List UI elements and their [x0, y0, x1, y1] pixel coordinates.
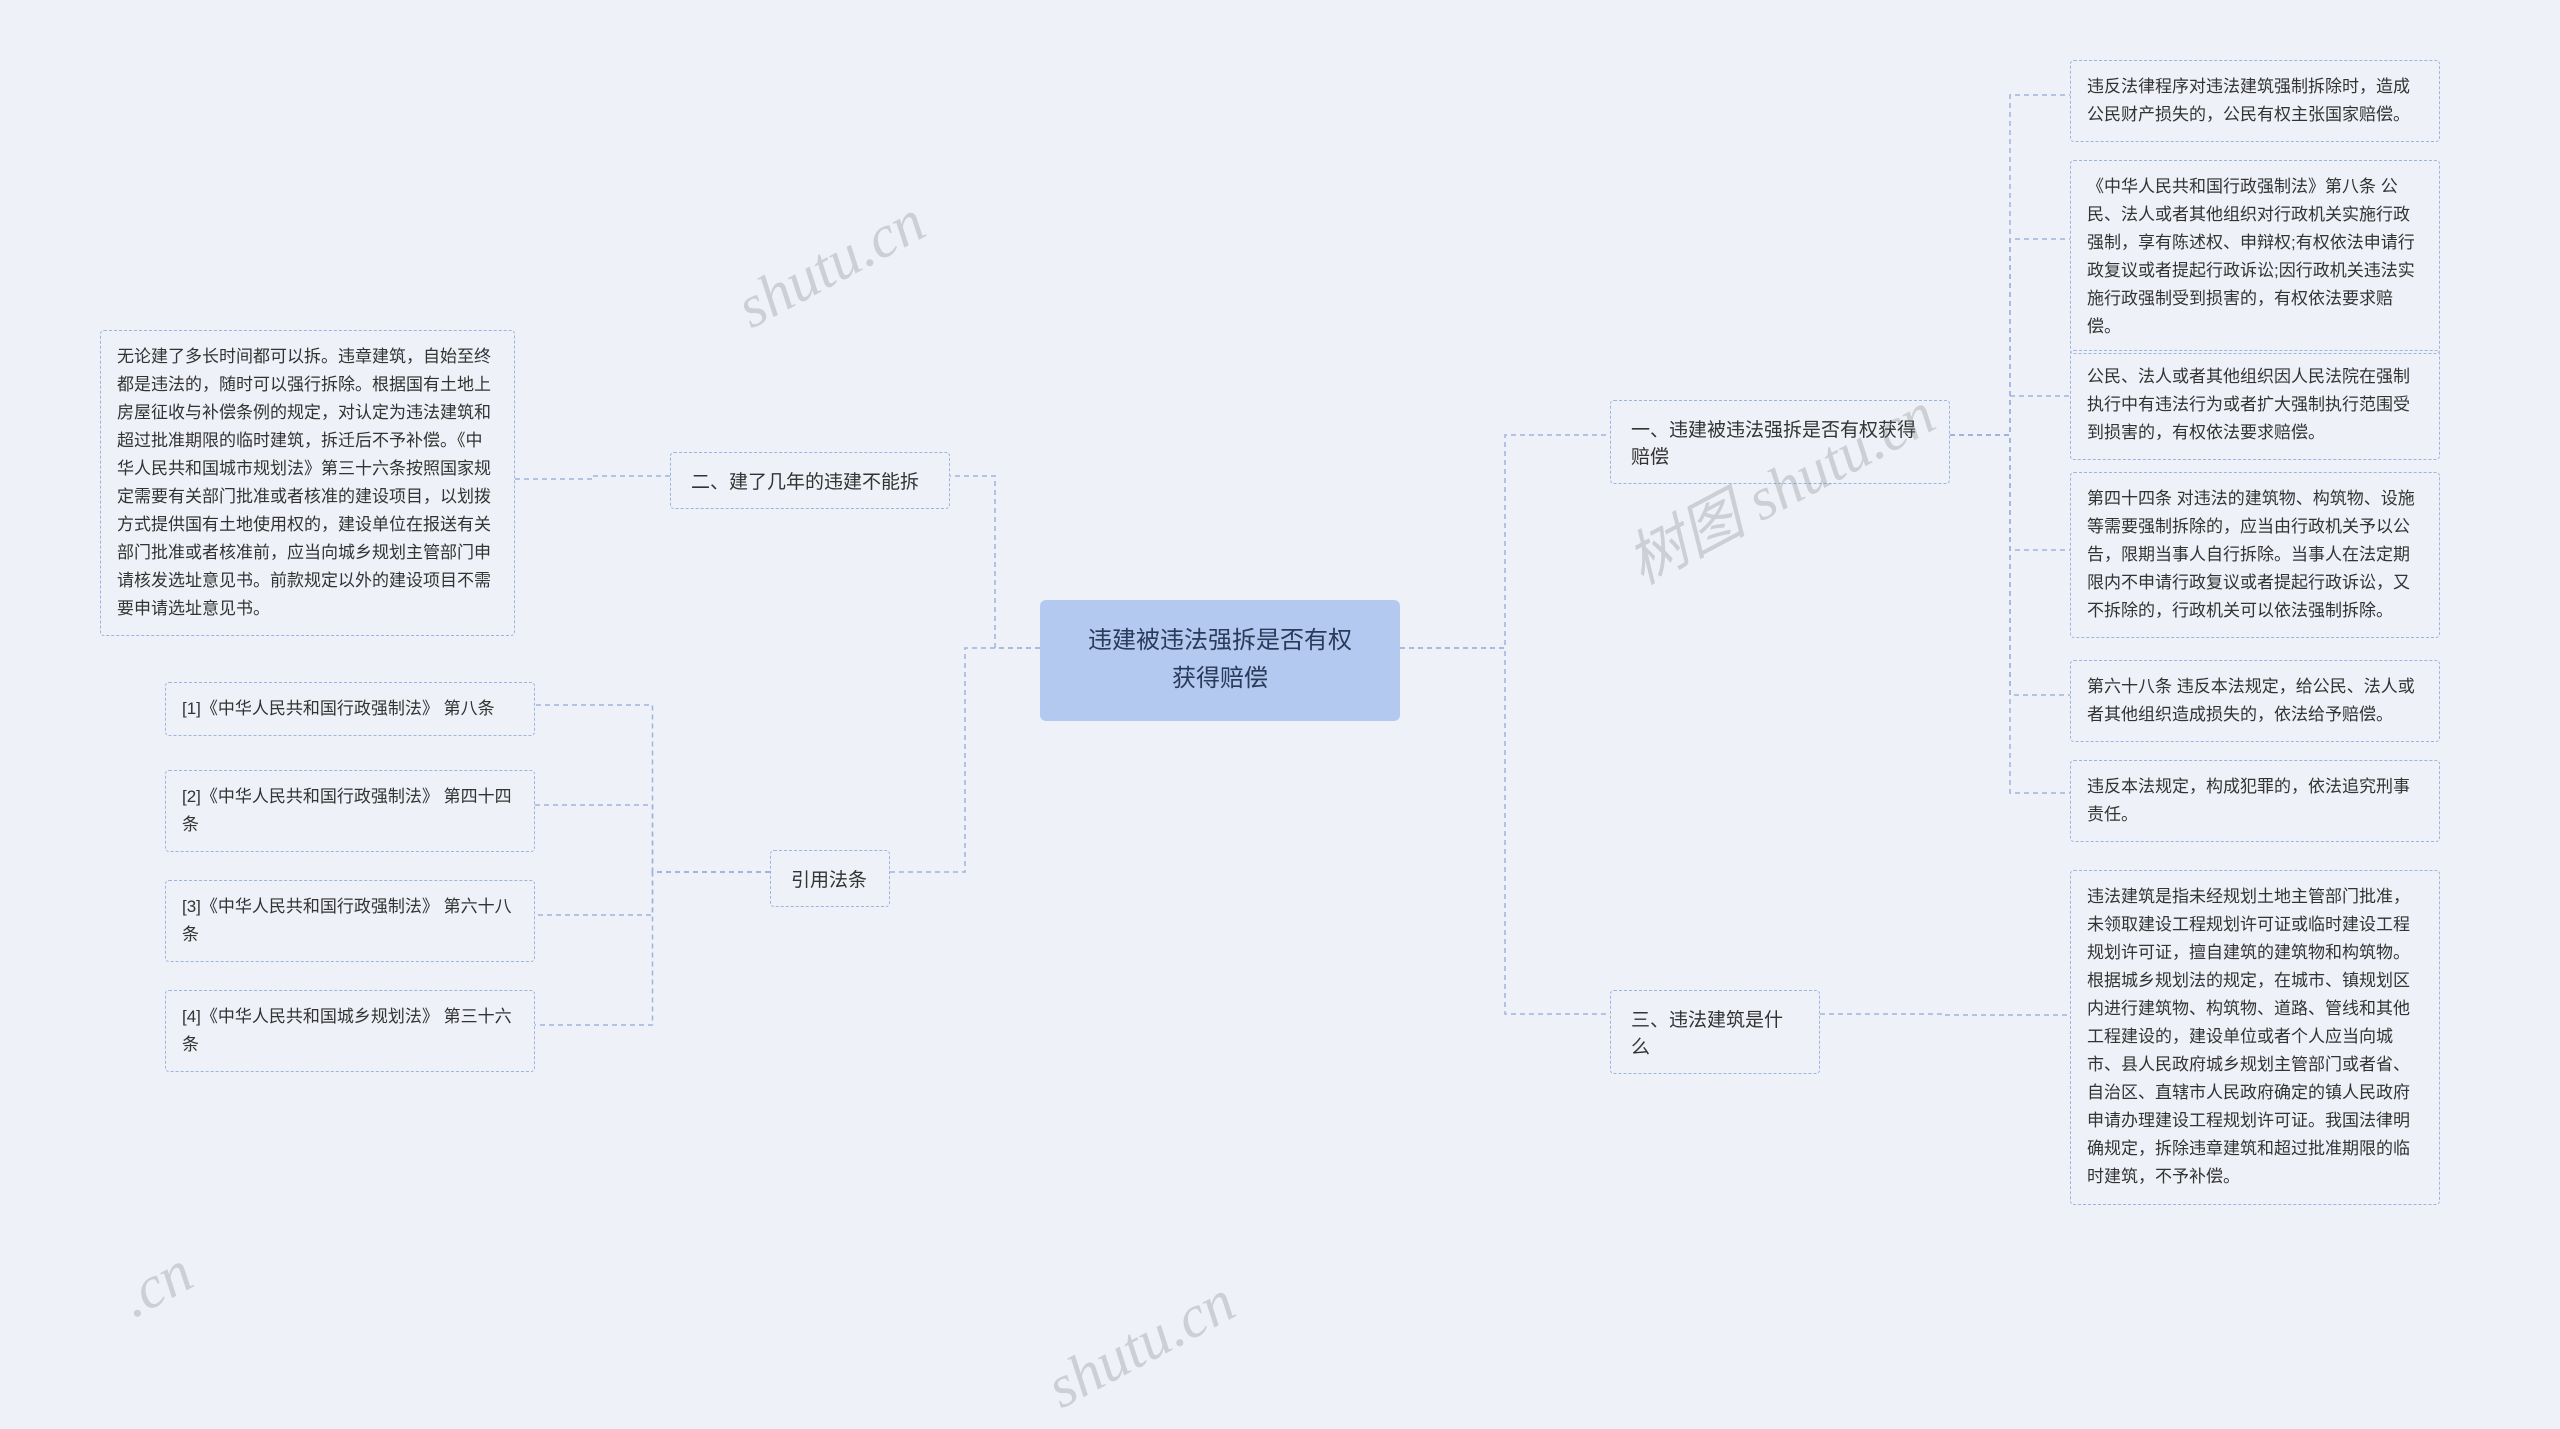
leaf-l2-1: [2]《中华人民共和国行政强制法》 第四十四条 [165, 770, 535, 852]
leaf-l2-2: [3]《中华人民共和国行政强制法》 第六十八条 [165, 880, 535, 962]
leaf-r2-0: 违法建筑是指未经规划土地主管部门批准，未领取建设工程规划许可证或临时建设工程规划… [2070, 870, 2440, 1205]
leaf-r1-5: 违反本法规定，构成犯罪的，依法追究刑事责任。 [2070, 760, 2440, 842]
watermark: .cn [108, 1237, 204, 1332]
branch-l1: 二、建了几年的违建不能拆 [670, 452, 950, 509]
leaf-l1-0: 无论建了多长时间都可以拆。违章建筑，自始至终都是违法的，随时可以强行拆除。根据国… [100, 330, 515, 636]
leaf-r1-0: 违反法律程序对违法建筑强制拆除时，造成公民财产损失的，公民有权主张国家赔偿。 [2070, 60, 2440, 142]
watermark: shutu.cn [1036, 1267, 1246, 1423]
leaf-l2-3: [4]《中华人民共和国城乡规划法》 第三十六条 [165, 990, 535, 1072]
leaf-r1-3: 第四十四条 对违法的建筑物、构筑物、设施等需要强制拆除的，应当由行政机关予以公告… [2070, 472, 2440, 638]
leaf-l2-0: [1]《中华人民共和国行政强制法》 第八条 [165, 682, 535, 736]
watermark: shutu.cn [726, 187, 936, 343]
branch-l2: 引用法条 [770, 850, 890, 907]
leaf-r1-2: 公民、法人或者其他组织因人民法院在强制执行中有违法行为或者扩大强制执行范围受到损… [2070, 350, 2440, 460]
branch-r2: 三、违法建筑是什么 [1610, 990, 1820, 1074]
leaf-r1-1: 《中华人民共和国行政强制法》第八条 公民、法人或者其他组织对行政机关实施行政强制… [2070, 160, 2440, 354]
center-topic: 违建被违法强拆是否有权获得赔偿 [1040, 600, 1400, 721]
leaf-r1-4: 第六十八条 违反本法规定，给公民、法人或者其他组织造成损失的，依法给予赔偿。 [2070, 660, 2440, 742]
branch-r1: 一、违建被违法强拆是否有权获得赔偿 [1610, 400, 1950, 484]
